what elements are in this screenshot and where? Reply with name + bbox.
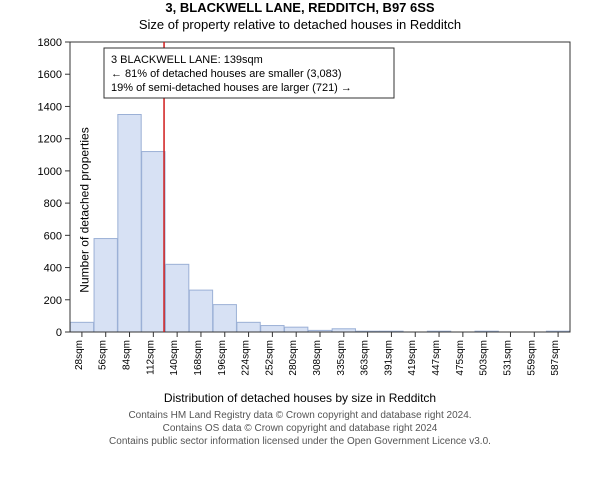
footnote-line: Contains OS data © Crown copyright and d… — [0, 422, 600, 435]
x-tick-label: 168sqm — [193, 340, 204, 376]
histogram-bar — [94, 239, 117, 332]
histogram-bar — [118, 115, 141, 333]
x-tick-label: 84sqm — [122, 340, 133, 370]
svg-text:0: 0 — [56, 327, 62, 339]
x-tick-label: 224sqm — [241, 340, 252, 376]
svg-text:1800: 1800 — [38, 37, 62, 49]
annotation-line: 3 BLACKWELL LANE: 139sqm — [111, 54, 263, 66]
chart-container: Number of detached properties 0 200 400 600… — [0, 32, 600, 387]
x-tick-label: 335sqm — [336, 340, 347, 376]
page-title: 3, BLACKWELL LANE, REDDITCH, B97 6SS — [0, 0, 600, 15]
histogram-bar — [189, 290, 212, 332]
svg-text:400: 400 — [44, 263, 62, 275]
x-tick-label: 28sqm — [74, 340, 85, 370]
annotation-line: ← 81% of detached houses are smaller (3,… — [111, 68, 342, 80]
svg-text:200: 200 — [44, 295, 62, 307]
x-tick-label: 503sqm — [479, 340, 490, 376]
histogram-plot: 0 200 400 600 800 1000 1200 1400 1600 1800 28sqm 56… — [20, 32, 580, 382]
svg-text:600: 600 — [44, 230, 62, 242]
x-tick-label: 419sqm — [407, 340, 418, 376]
svg-text:1600: 1600 — [38, 69, 62, 81]
histogram-bar — [261, 326, 284, 332]
x-tick-label: 559sqm — [526, 340, 537, 376]
x-tick-label: 587sqm — [550, 340, 561, 376]
svg-text:1200: 1200 — [38, 134, 62, 146]
x-tick-label: 308sqm — [312, 340, 323, 376]
x-tick-label: 252sqm — [264, 340, 275, 376]
footnote: Contains HM Land Registry data © Crown c… — [0, 409, 600, 448]
annotation-line: 19% of semi-detached houses are larger (… — [111, 82, 352, 94]
x-tick-label: 363sqm — [360, 340, 371, 376]
x-tick-label: 280sqm — [288, 340, 299, 376]
histogram-bar — [142, 152, 165, 332]
histogram-bar — [285, 327, 308, 332]
footnote-line: Contains public sector information licen… — [0, 435, 600, 448]
histogram-bar — [237, 322, 260, 332]
histogram-bar — [70, 322, 93, 332]
x-tick-label: 56sqm — [98, 340, 109, 370]
y-axis-label: Number of detached properties — [78, 127, 92, 292]
x-tick-label: 112sqm — [145, 340, 156, 375]
x-tick-label: 475sqm — [455, 340, 466, 376]
footnote-line: Contains HM Land Registry data © Crown c… — [0, 409, 600, 422]
svg-text:1400: 1400 — [38, 101, 62, 113]
x-tick-label: 391sqm — [383, 340, 394, 376]
page-subtitle: Size of property relative to detached ho… — [0, 17, 600, 32]
histogram-bar — [213, 305, 236, 332]
x-tick-label: 447sqm — [431, 340, 442, 376]
svg-text:1000: 1000 — [38, 166, 62, 178]
x-tick-label: 140sqm — [169, 340, 180, 376]
histogram-bar — [165, 264, 188, 332]
x-tick-label: 531sqm — [502, 340, 513, 376]
x-axis-caption: Distribution of detached houses by size … — [0, 391, 600, 405]
svg-text:800: 800 — [44, 198, 62, 210]
x-tick-label: 196sqm — [217, 340, 228, 376]
